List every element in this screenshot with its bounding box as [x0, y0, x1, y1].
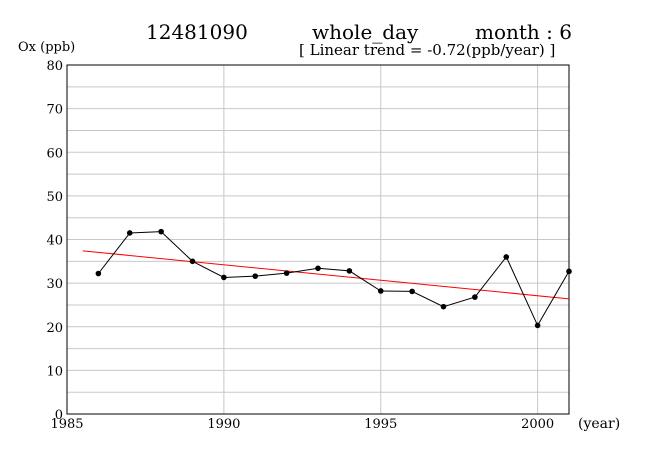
y-tick-label: 40 [46, 234, 63, 249]
x-tick-label: 1995 [364, 417, 397, 432]
data-point [440, 303, 447, 310]
y-tick-label: 70 [46, 103, 63, 118]
data-point [221, 274, 227, 281]
x-tick-label: 1985 [50, 417, 83, 432]
month-label: month : 6 [475, 20, 572, 44]
trend-label: [ Linear trend = -0.72(ppb/year) ] [299, 41, 556, 59]
y-tick-label: 20 [46, 321, 63, 336]
data-point [315, 265, 321, 272]
y-tick-label: 80 [46, 59, 63, 74]
data-point [189, 258, 196, 265]
data-point [503, 254, 510, 260]
data-point [158, 228, 164, 235]
x-tick-label: 2000 [521, 417, 554, 432]
data-point [346, 268, 353, 274]
y-tick-label: 0 [55, 408, 63, 423]
data-point [252, 273, 259, 279]
data-point [377, 288, 384, 294]
y-axis-label: Ox (ppb) [18, 40, 75, 55]
y-tick-label: 10 [46, 364, 63, 379]
y-tick-label: 30 [46, 277, 63, 292]
data-point [409, 288, 415, 295]
x-axis-label: (year) [578, 416, 620, 432]
x-tick-labels: 1985 1990 1995 2000 [50, 417, 554, 432]
data-point [472, 294, 478, 300]
series-line [98, 231, 570, 327]
data-point [534, 322, 541, 329]
data-point [566, 268, 572, 275]
trend-line [82, 250, 570, 300]
data-point [283, 270, 290, 276]
y-tick-label: 60 [46, 146, 63, 161]
x-tick-label: 1990 [207, 417, 240, 432]
trend-line-group [82, 250, 570, 300]
y-tick-labels: 0 10 20 30 40 50 60 70 80 [46, 59, 63, 423]
series-group [95, 228, 572, 329]
plot-frame [66, 64, 570, 415]
data-point [95, 270, 102, 277]
data-point [126, 230, 133, 236]
grid-lines [67, 65, 569, 414]
station-id: 12481090 [146, 20, 248, 44]
period-label: whole_day [312, 20, 419, 44]
y-tick-label: 50 [46, 190, 63, 205]
